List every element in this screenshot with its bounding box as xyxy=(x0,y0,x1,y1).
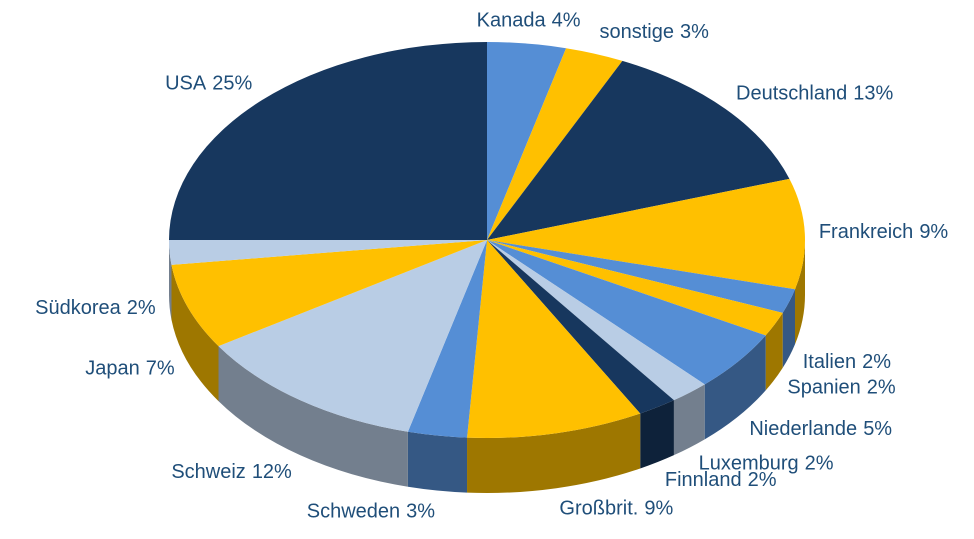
slice-label-name: Spanien xyxy=(787,377,860,399)
slice-label-value: 3% xyxy=(406,501,435,523)
slice-side xyxy=(782,289,796,368)
slice-label: Kanada 4% xyxy=(477,10,581,32)
slice-label-name: Japan xyxy=(85,358,140,380)
slice-label-value: 7% xyxy=(146,358,175,380)
slice-side xyxy=(640,400,674,469)
slice-label: Italien 2% xyxy=(803,351,891,373)
slice-side xyxy=(218,346,408,487)
slice-label: Spanien 2% xyxy=(787,377,896,399)
slice xyxy=(487,240,766,385)
slice xyxy=(487,60,790,241)
slice-label: Schweiz 12% xyxy=(171,461,292,483)
slice-label-name: Südkorea xyxy=(35,297,121,319)
slice-label-value: 3% xyxy=(680,21,709,43)
slice-label-name: Finnland xyxy=(665,469,742,491)
slice-label-value: 2% xyxy=(805,453,834,475)
slice-label-value: 12% xyxy=(252,461,292,483)
slice-side xyxy=(673,384,705,456)
slice xyxy=(487,240,674,414)
slice-label-value: 9% xyxy=(644,498,673,520)
slice-label-value: 5% xyxy=(863,418,892,440)
slice-label-value: 2% xyxy=(867,377,896,399)
slice-label-value: 25% xyxy=(212,73,252,95)
slice-label-name: Schweden xyxy=(307,501,400,523)
slice xyxy=(487,240,796,313)
slice xyxy=(169,42,487,240)
slice-label: Schweden 3% xyxy=(307,501,436,523)
slice-label-name: Deutschland xyxy=(736,83,847,105)
slice-side xyxy=(467,413,641,493)
slice-label: Niederlande 5% xyxy=(749,418,892,440)
slice-label-name: sonstige xyxy=(599,21,674,43)
slice-label: Südkorea 2% xyxy=(35,297,156,319)
slice-side xyxy=(407,431,468,493)
slice xyxy=(169,240,487,265)
slice-label: Frankreich 9% xyxy=(819,221,949,243)
slice xyxy=(467,240,641,438)
slice-label-name: USA xyxy=(165,73,207,95)
slice-label-value: 4% xyxy=(552,10,581,32)
slice-label: Japan 7% xyxy=(85,358,175,380)
slice-side xyxy=(765,312,783,391)
slice-side xyxy=(704,335,766,440)
slice xyxy=(218,240,487,432)
slice xyxy=(487,42,567,240)
slice xyxy=(407,240,487,438)
slice xyxy=(171,240,488,347)
slice xyxy=(487,178,805,290)
slice-label-value: 9% xyxy=(919,221,948,243)
slice-label-name: Großbrit. xyxy=(559,498,638,520)
slice-label-name: Niederlande xyxy=(749,418,857,440)
slice-label: Deutschland 13% xyxy=(736,83,893,105)
slice-label-name: Schweiz xyxy=(171,461,245,483)
slice-label-value: 2% xyxy=(862,351,891,373)
slice-label-name: Luxemburg xyxy=(699,453,799,475)
slice-label-value: 2% xyxy=(127,297,156,319)
slice xyxy=(487,48,623,240)
slice-side xyxy=(171,264,219,402)
slice-label: USA 25% xyxy=(165,73,252,95)
slice-side xyxy=(795,240,805,345)
slice-label-name: Frankreich xyxy=(819,221,913,243)
slice-side xyxy=(169,240,172,320)
slice-label: Luxemburg 2% xyxy=(699,453,834,475)
slice xyxy=(487,240,783,336)
slice-label: Großbrit. 9% xyxy=(559,498,673,520)
slice-label: sonstige 3% xyxy=(599,21,709,43)
slice-label: Finnland 2% xyxy=(665,469,777,491)
slice xyxy=(487,240,705,401)
slice-label-value: 13% xyxy=(853,83,893,105)
slice-label-value: 2% xyxy=(748,469,777,491)
slice-label-name: Italien xyxy=(803,351,856,373)
slice-label-name: Kanada xyxy=(477,10,547,32)
